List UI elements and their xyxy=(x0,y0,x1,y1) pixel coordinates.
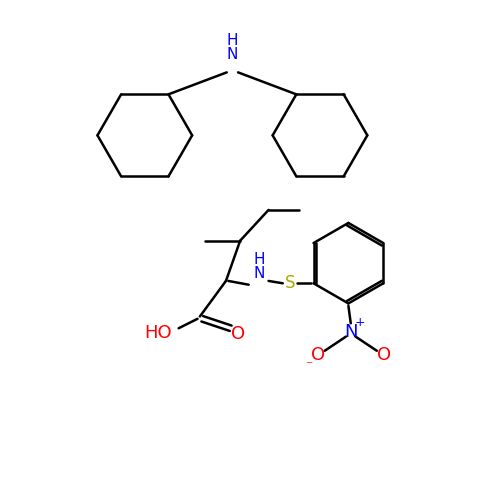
Text: O: O xyxy=(231,325,245,343)
Text: S: S xyxy=(285,274,295,292)
Text: ⁻: ⁻ xyxy=(306,359,313,373)
Text: H
N: H N xyxy=(253,252,265,281)
Text: O: O xyxy=(377,346,391,365)
Text: +: + xyxy=(355,316,365,329)
Text: H
N: H N xyxy=(227,33,238,62)
Text: O: O xyxy=(310,346,325,365)
Text: HO: HO xyxy=(145,324,172,342)
Text: N: N xyxy=(344,323,357,341)
